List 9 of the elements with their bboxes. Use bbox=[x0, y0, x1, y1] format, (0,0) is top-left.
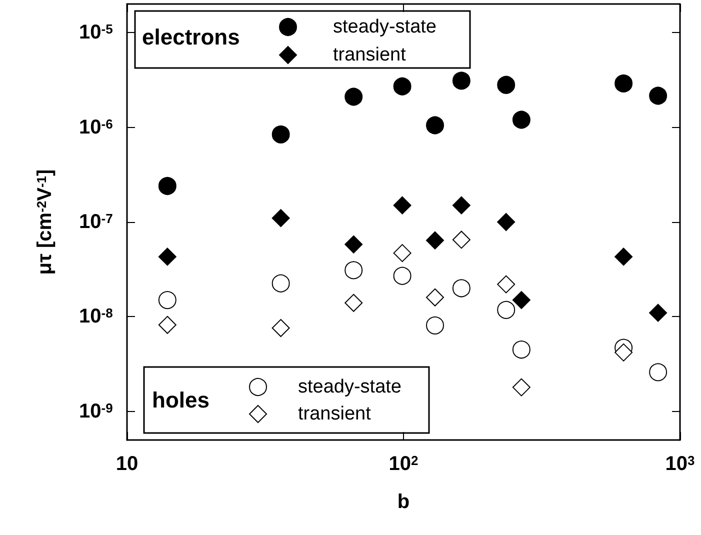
legend-label: steady-state bbox=[333, 16, 436, 38]
legend-label: transient bbox=[333, 44, 407, 66]
annotation: electrons bbox=[142, 24, 240, 50]
legend-label: steady-state bbox=[298, 376, 402, 398]
x-axis-title: b bbox=[397, 491, 410, 513]
x-tick-label: 10 bbox=[116, 453, 138, 475]
legend-label: transient bbox=[298, 404, 372, 424]
y-axis-title: μτ [cm-2V-1] bbox=[34, 169, 56, 275]
annotation: holes bbox=[152, 388, 210, 412]
